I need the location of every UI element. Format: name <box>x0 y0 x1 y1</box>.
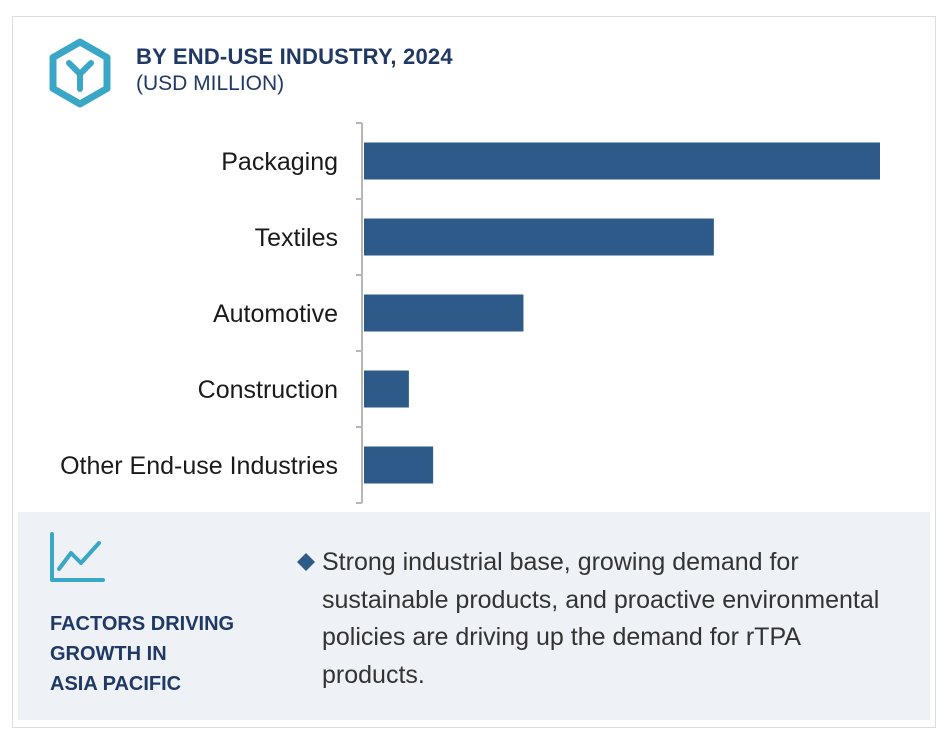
line-chart-growth-icon <box>50 532 105 582</box>
diamond-bullet-icon <box>297 553 315 571</box>
chart-subtitle: (USD MILLION) <box>136 72 285 95</box>
bar-automotive <box>364 294 524 332</box>
factors-bullet-text: Strong industrial base, growing demand f… <box>322 548 880 689</box>
factors-title-line-1: FACTORS DRIVING <box>50 613 235 635</box>
category-label: Automotive <box>213 300 338 328</box>
factors-title-line-3: ASIA PACIFIC <box>50 673 182 695</box>
factors-title: FACTORS DRIVING GROWTH IN ASIA PACIFIC <box>50 609 280 699</box>
category-label: Textiles <box>255 224 338 252</box>
factors-panel <box>18 512 930 720</box>
hexagon-y-logo-icon <box>49 38 111 108</box>
bar-textiles <box>364 218 714 256</box>
bar-chart: Packaging Textiles Automotive Construction O… <box>60 122 880 504</box>
category-label: Other End-use Industries <box>60 452 338 480</box>
factors-title-line-2: GROWTH IN <box>50 643 167 665</box>
category-label: Packaging <box>221 148 338 176</box>
bar-construction <box>364 370 409 408</box>
chart-title: BY END-USE INDUSTRY, 2024 <box>136 44 453 69</box>
bar-packaging <box>364 142 880 180</box>
category-label: Construction <box>198 376 338 404</box>
bar-other-end-use-industries <box>364 446 434 484</box>
